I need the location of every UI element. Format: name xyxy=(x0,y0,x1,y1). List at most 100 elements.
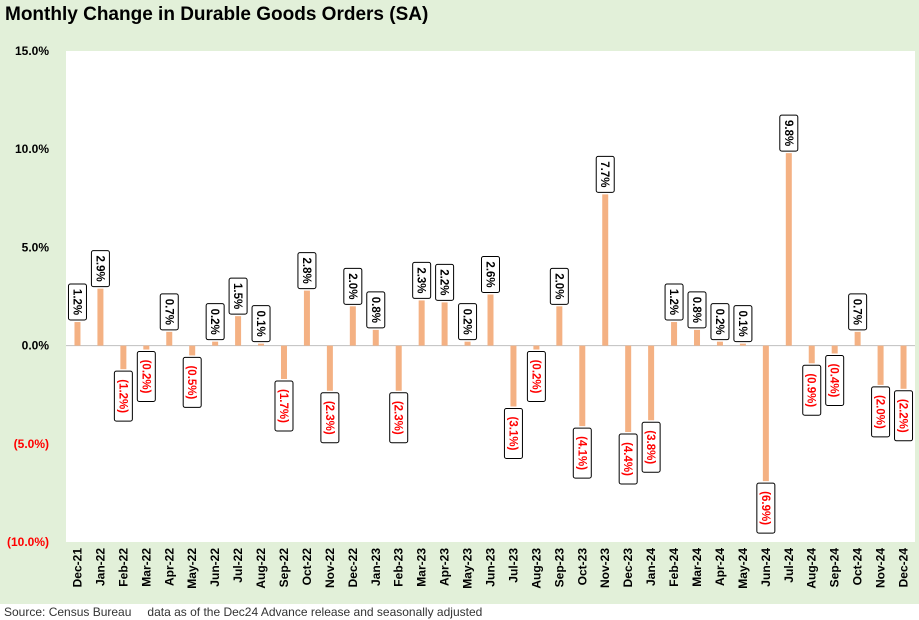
data-label: 2.0% xyxy=(343,267,363,305)
bar xyxy=(235,316,242,346)
data-label-text: (6.9%) xyxy=(759,491,771,525)
bar xyxy=(74,322,81,346)
data-labels: 1.2% 2.9% (1.2%) (0.2%) 0.7% (0.5%) 0.2% 1.5% 0.… xyxy=(67,114,914,534)
data-label-text: (4.1%) xyxy=(575,436,587,470)
data-label-text: (1.7%) xyxy=(277,389,289,423)
data-label-box xyxy=(113,370,133,422)
data-label-box xyxy=(687,291,707,329)
data-label-text: (0.2%) xyxy=(529,360,541,394)
x-tick-label: Dec-24 xyxy=(897,548,911,588)
source-note: data as of the Dec24 Advance release and… xyxy=(147,605,483,619)
bar xyxy=(212,341,219,346)
data-label: 0.7% xyxy=(848,293,868,331)
data-label-text: 2.0% xyxy=(552,273,564,299)
data-label-box xyxy=(848,293,868,331)
data-label-text: 1.2% xyxy=(70,289,82,315)
data-label-box xyxy=(458,303,478,341)
data-label-text: 2.0% xyxy=(346,273,358,299)
data-label-text: (3.1%) xyxy=(506,417,518,451)
data-label-text: (2.3%) xyxy=(323,401,335,435)
bar xyxy=(258,343,265,346)
data-label-box xyxy=(67,283,87,321)
data-label-box xyxy=(664,283,684,321)
data-label-box xyxy=(894,390,914,442)
data-label-box xyxy=(435,263,455,301)
bar xyxy=(671,322,678,346)
x-tick-label: Mar-22 xyxy=(139,548,153,587)
data-label: (1.2%) xyxy=(113,370,133,422)
x-tick-label: May-22 xyxy=(185,548,199,589)
x-tick-label: Apr-23 xyxy=(438,548,452,586)
bar xyxy=(143,345,150,350)
data-label: (0.2%) xyxy=(526,351,546,403)
x-tick-label: Dec-22 xyxy=(346,548,360,588)
data-label-text: 0.7% xyxy=(851,299,863,325)
bar xyxy=(395,345,402,391)
x-tick-label: Sep-23 xyxy=(552,548,566,588)
bar xyxy=(716,341,723,346)
x-tick-label: Nov-22 xyxy=(323,548,337,588)
bar xyxy=(166,331,173,346)
data-label-text: 1.2% xyxy=(667,289,679,315)
data-label-box xyxy=(733,305,753,343)
x-tick-label: May-23 xyxy=(461,548,475,589)
data-label-box xyxy=(503,407,523,459)
data-label-text: 1.5% xyxy=(231,283,243,309)
data-label-box xyxy=(366,291,386,329)
bar xyxy=(808,345,815,364)
data-label: 2.9% xyxy=(90,250,110,288)
data-label-box xyxy=(526,351,546,403)
data-label: (2.3%) xyxy=(389,392,409,444)
data-label-text: 0.2% xyxy=(208,309,220,335)
data-label: 0.8% xyxy=(366,291,386,329)
data-label-box xyxy=(779,114,799,152)
data-label: 0.1% xyxy=(733,305,753,343)
bar xyxy=(785,153,792,346)
x-tick-label: Jun-23 xyxy=(484,548,498,587)
x-tick-label: Feb-24 xyxy=(667,548,681,587)
bar xyxy=(602,194,609,346)
data-label-box xyxy=(481,256,500,294)
x-tick-label: Jul-24 xyxy=(782,548,796,583)
x-tick-label: Oct-24 xyxy=(851,548,865,586)
x-tick-label: Dec-23 xyxy=(621,548,635,588)
data-label-box xyxy=(320,392,340,444)
data-label: 1.2% xyxy=(67,283,87,321)
data-label: (0.5%) xyxy=(182,356,202,408)
data-label-box xyxy=(182,356,202,408)
data-label-box xyxy=(572,427,592,479)
bar xyxy=(326,345,333,391)
data-label-text: (4.4%) xyxy=(621,442,633,476)
data-label-text: (0.4%) xyxy=(828,364,840,398)
data-label-text: (0.5%) xyxy=(185,365,197,399)
bar xyxy=(648,345,655,421)
bar xyxy=(877,345,884,385)
data-label: (4.4%) xyxy=(618,433,638,485)
data-label-box xyxy=(756,482,776,534)
x-tick-label: Jul-23 xyxy=(506,548,520,583)
bar xyxy=(831,345,838,354)
data-label-box xyxy=(618,433,638,485)
x-tick-label: Aug-23 xyxy=(529,548,543,589)
data-label-box xyxy=(412,261,432,299)
x-tick-label: Oct-22 xyxy=(300,548,314,586)
data-label: 2.2% xyxy=(435,263,455,301)
x-tick-label: Jun-22 xyxy=(208,548,222,587)
data-label: 1.2% xyxy=(664,283,684,321)
x-tick-label: Jan-23 xyxy=(369,548,383,586)
data-label-box xyxy=(136,351,156,403)
data-label-box xyxy=(802,364,822,416)
data-label-text: (2.2%) xyxy=(897,399,909,433)
data-label: 9.8% xyxy=(779,114,799,152)
data-label-box xyxy=(343,267,363,305)
bar xyxy=(510,345,517,407)
bar xyxy=(900,345,907,389)
data-label-text: 2.2% xyxy=(438,269,450,295)
x-tick-label: Jan-22 xyxy=(93,548,107,586)
bar xyxy=(854,331,861,346)
data-label-box xyxy=(871,386,891,438)
bar-series xyxy=(74,153,907,482)
data-label-text: 0.2% xyxy=(713,309,725,335)
source-text: Source: Census Bureau xyxy=(4,605,132,619)
data-label-text: (3.8%) xyxy=(644,430,656,464)
